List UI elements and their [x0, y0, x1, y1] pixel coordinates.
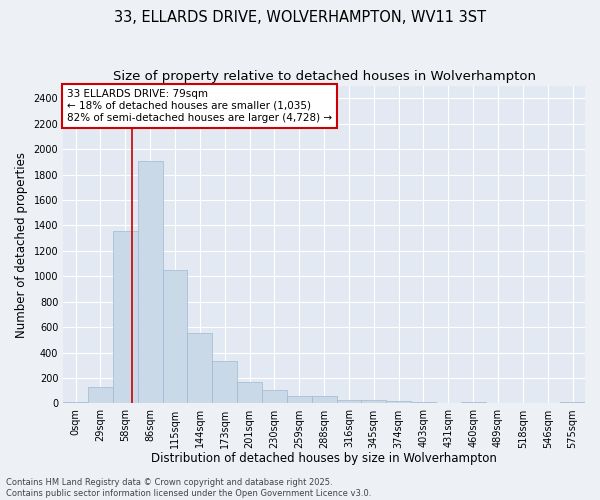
Bar: [287, 396, 311, 404]
Bar: [63, 402, 88, 404]
Bar: [187, 333, 212, 404]
Bar: [163, 270, 187, 404]
Bar: [436, 403, 461, 404]
Text: 33, ELLARDS DRIVE, WOLVERHAMPTON, WV11 3ST: 33, ELLARDS DRIVE, WOLVERHAMPTON, WV11 3…: [114, 10, 486, 25]
Bar: [560, 402, 585, 404]
Bar: [386, 401, 411, 404]
Bar: [411, 402, 436, 404]
Bar: [88, 387, 113, 404]
Bar: [262, 390, 287, 404]
Bar: [138, 160, 163, 404]
Bar: [311, 396, 337, 404]
X-axis label: Distribution of detached houses by size in Wolverhampton: Distribution of detached houses by size …: [151, 452, 497, 465]
Bar: [337, 400, 361, 404]
Text: 33 ELLARDS DRIVE: 79sqm
← 18% of detached houses are smaller (1,035)
82% of semi: 33 ELLARDS DRIVE: 79sqm ← 18% of detache…: [67, 90, 332, 122]
Bar: [113, 230, 138, 404]
Bar: [212, 361, 237, 404]
Y-axis label: Number of detached properties: Number of detached properties: [15, 152, 28, 338]
Title: Size of property relative to detached houses in Wolverhampton: Size of property relative to detached ho…: [113, 70, 536, 83]
Bar: [237, 382, 262, 404]
Text: Contains HM Land Registry data © Crown copyright and database right 2025.
Contai: Contains HM Land Registry data © Crown c…: [6, 478, 371, 498]
Bar: [361, 400, 386, 404]
Bar: [461, 402, 485, 404]
